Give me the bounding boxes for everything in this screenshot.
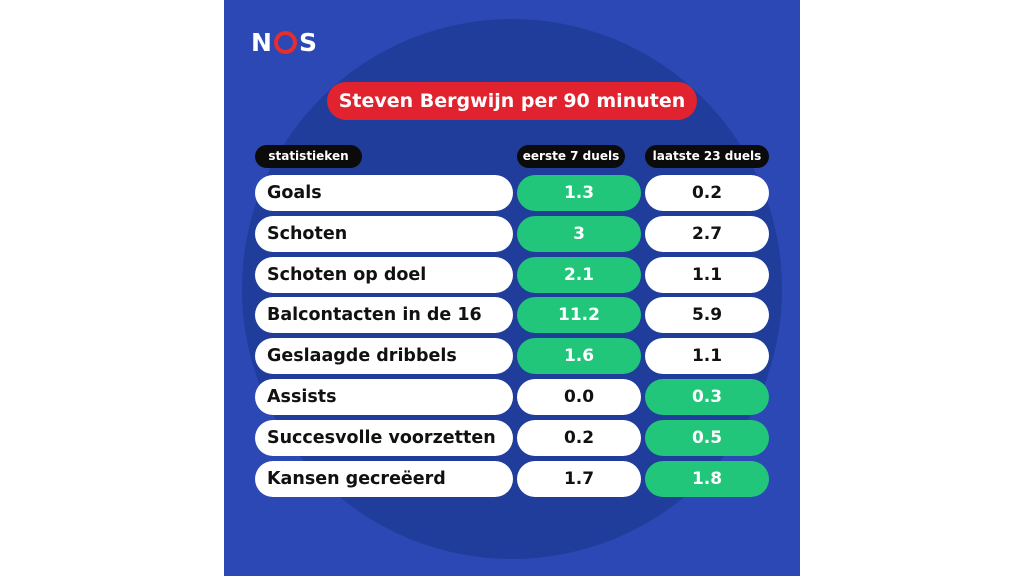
value-laatste-23-duels: 1.1 [645, 256, 769, 293]
stat-label: Assists [255, 379, 513, 415]
value-eerste-7-duels: 3 [517, 215, 641, 252]
table-row: Kansen gecreëerd 1.7 1.8 [224, 460, 800, 497]
page-title: Steven Bergwijn per 90 minuten [327, 82, 697, 120]
value-eerste-7-duels: 2.1 [517, 256, 641, 293]
table-row: Goals 1.3 0.2 [224, 175, 800, 211]
table-row: Schoten op doel 2.1 1.1 [224, 256, 800, 293]
value-laatste-23-duels: 1.8 [645, 460, 769, 497]
table-row: Succesvolle voorzetten 0.2 0.5 [224, 419, 800, 456]
header-laatste-23-duels: laatste 23 duels [645, 145, 769, 168]
stat-label: Geslaagde dribbels [255, 338, 513, 375]
value-eerste-7-duels: 0.0 [517, 379, 641, 415]
value-laatste-23-duels: 5.9 [645, 297, 769, 334]
table-row: Assists 0.0 0.3 [224, 379, 800, 415]
stat-label: Kansen gecreëerd [255, 460, 513, 497]
stat-label: Schoten [255, 215, 513, 252]
value-eerste-7-duels: 1.6 [517, 338, 641, 375]
table-row: Geslaagde dribbels 1.6 1.1 [224, 338, 800, 375]
stat-label: Balcontacten in de 16 [255, 297, 513, 334]
value-eerste-7-duels: 11.2 [517, 297, 641, 334]
logo-letter-n: N [251, 27, 272, 57]
stat-label: Goals [255, 175, 513, 211]
value-laatste-23-duels: 0.5 [645, 419, 769, 456]
logo-letter-s: S [298, 27, 317, 57]
value-laatste-23-duels: 1.1 [645, 338, 769, 375]
stat-label: Schoten op doel [255, 256, 513, 293]
value-laatste-23-duels: 0.2 [645, 175, 769, 211]
header-statistieken: statistieken [255, 145, 362, 168]
logo-o-ring-icon [273, 30, 297, 54]
value-laatste-23-duels: 2.7 [645, 215, 769, 252]
value-eerste-7-duels: 1.7 [517, 460, 641, 497]
table-row: Schoten 3 2.7 [224, 215, 800, 252]
nos-logo: N S [251, 27, 317, 57]
stat-label: Succesvolle voorzetten [255, 419, 513, 456]
value-eerste-7-duels: 0.2 [517, 419, 641, 456]
table-row: Balcontacten in de 16 11.2 5.9 [224, 297, 800, 334]
value-eerste-7-duels: 1.3 [517, 175, 641, 211]
header-eerste-7-duels: eerste 7 duels [517, 145, 625, 168]
value-laatste-23-duels: 0.3 [645, 379, 769, 415]
graphic-panel: N S Steven Bergwijn per 90 minuten stati… [224, 0, 800, 576]
